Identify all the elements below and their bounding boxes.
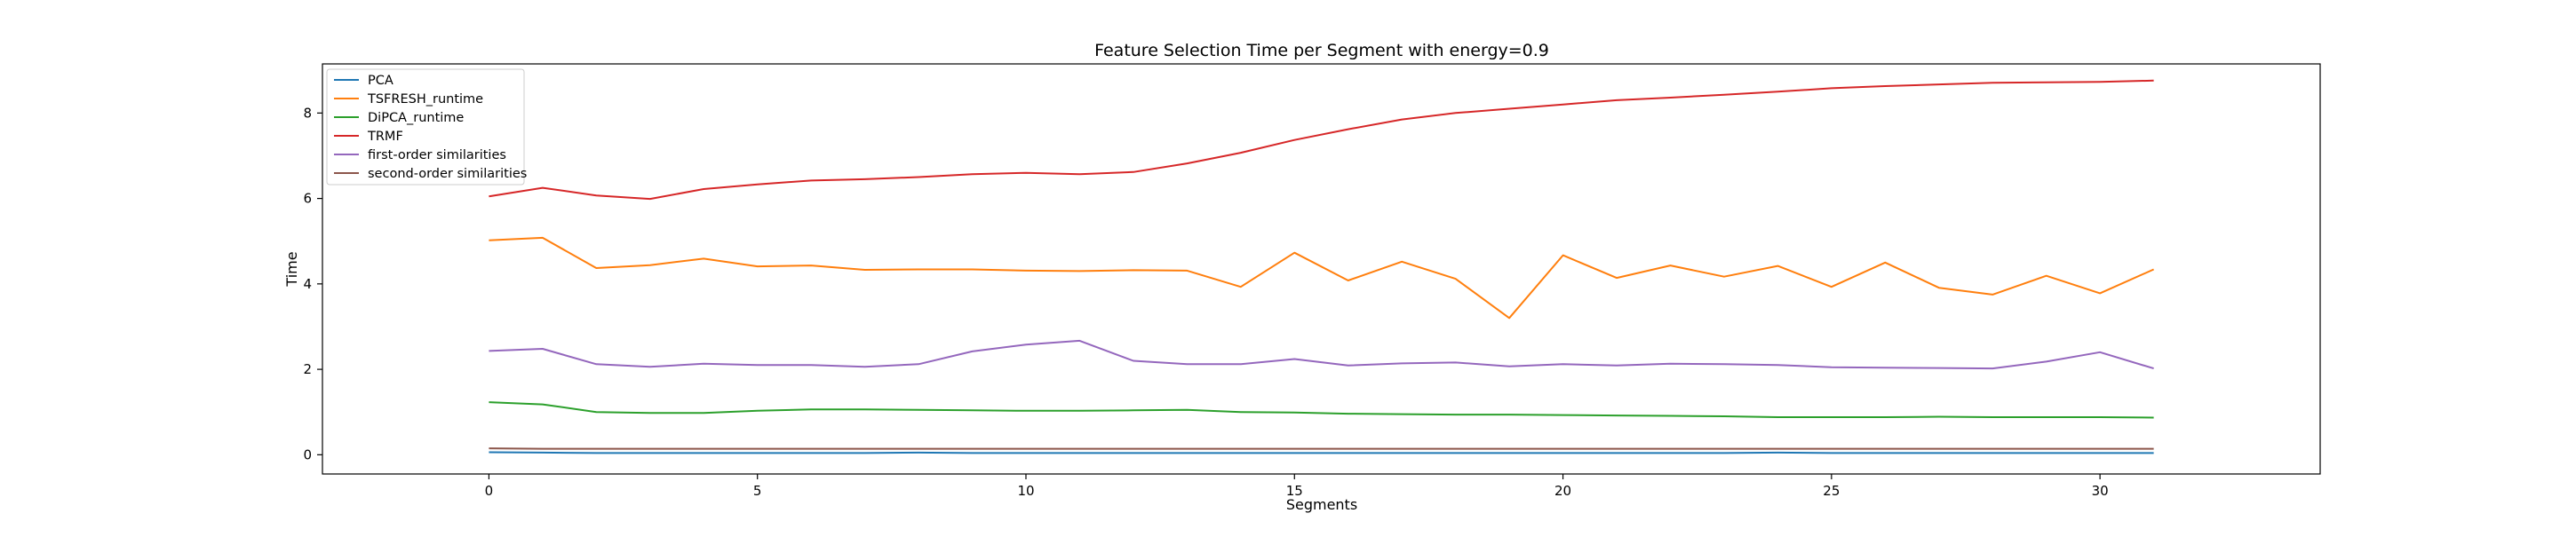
legend-label: PCA: [368, 74, 394, 88]
series-line-pca: [489, 451, 2154, 454]
y-tick-label: 6: [303, 191, 312, 207]
x-tick-label: 10: [1017, 483, 1034, 499]
series-line-second-order-similarities: [489, 447, 2154, 450]
x-axis: 0 5 10 15 20 25 30: [485, 474, 2109, 499]
legend-label: second-order similarities: [368, 167, 527, 181]
legend-label: TSFRESH_runtime: [367, 92, 483, 107]
legend-label: DiPCA_runtime: [368, 111, 464, 125]
series-line-trmf: [489, 79, 2154, 201]
x-tick-label: 5: [753, 483, 762, 499]
x-tick-label: 20: [1554, 483, 1571, 499]
x-tick-label: 15: [1286, 483, 1303, 499]
y-tick-label: 4: [303, 276, 312, 292]
y-axis-label: Time: [283, 251, 300, 287]
series-line-dipca-runtime: [489, 401, 2154, 419]
legend-label: TRMF: [367, 130, 403, 144]
x-tick-label: 25: [1823, 483, 1840, 499]
series-line-tsfresh-runtime: [489, 236, 2155, 320]
y-tick-label: 8: [303, 105, 312, 121]
y-tick-label: 2: [303, 361, 312, 377]
x-tick-label: 0: [485, 483, 494, 499]
legend-label: first-order similarities: [368, 148, 506, 162]
y-tick-label: 0: [303, 446, 312, 462]
plot-frame: [322, 63, 2321, 475]
y-axis: 0 2 4 6 8: [303, 105, 322, 462]
legend: PCA TSFRESH_runtime DiPCA_runtime TRMF first…: [326, 68, 527, 186]
x-axis-label: Segments: [1286, 496, 1357, 513]
series-line-first-order-similarities: [489, 339, 2154, 370]
chart-title: Feature Selection Time per Segment with …: [1094, 41, 1549, 60]
legend-box: [326, 68, 525, 186]
x-tick-label: 30: [2092, 483, 2109, 499]
series-layer: [489, 79, 2155, 454]
legend-items: PCA TSFRESH_runtime DiPCA_runtime TRMF first…: [334, 74, 527, 181]
